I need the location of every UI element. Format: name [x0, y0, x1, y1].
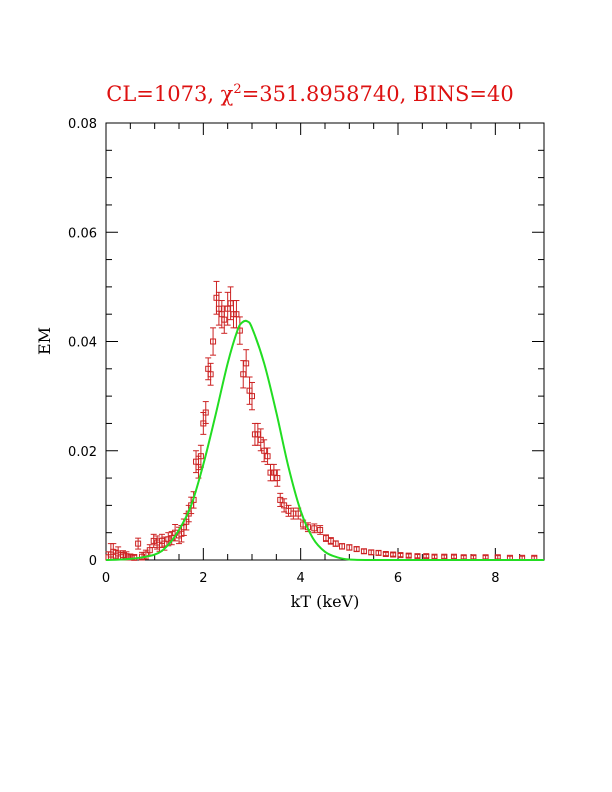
data-point [281, 502, 288, 509]
data-point [257, 436, 264, 443]
x-tick-label: 0 [102, 571, 110, 586]
data-point [120, 552, 127, 559]
data-point [213, 294, 220, 301]
error-bars [105, 280, 538, 561]
data-point [332, 540, 339, 547]
error-bar [277, 492, 284, 507]
data-point [221, 316, 228, 323]
chart-title: CL=1073, χ2=351.8958740, BINS=40 [106, 82, 513, 106]
data-point [249, 393, 255, 400]
data-point [270, 469, 277, 476]
data-point [368, 549, 375, 556]
data-point [375, 549, 382, 556]
data-point [165, 536, 172, 543]
axis-ticks [105, 122, 545, 561]
data-point [277, 496, 284, 503]
error-bar [249, 381, 255, 411]
data-point [202, 409, 209, 416]
data-point [274, 475, 281, 482]
data-point [240, 371, 247, 378]
title-suffix: =351.8958740, BINS=40 [242, 82, 514, 106]
data-points [105, 294, 538, 561]
data-point [311, 525, 318, 532]
x-tick-label: 6 [394, 571, 402, 586]
data-point [195, 464, 202, 471]
y-tick-label: 0.04 [68, 336, 97, 351]
data-point [423, 553, 430, 560]
data-point [382, 550, 389, 557]
x-axis-label: kT (keV) [291, 592, 360, 611]
data-point [397, 552, 404, 559]
data-point [146, 547, 153, 554]
data-point [197, 453, 204, 460]
data-point [414, 553, 421, 560]
data-point [161, 540, 168, 547]
y-tick-label: 0 [89, 554, 97, 569]
data-point [200, 420, 207, 427]
data-point [390, 551, 397, 558]
data-point [353, 546, 360, 553]
data-point [261, 447, 268, 454]
title-prefix: CL=1073, [106, 82, 220, 106]
x-tick-label: 4 [297, 571, 305, 586]
data-point [346, 544, 353, 551]
data-point [233, 311, 240, 318]
data-point [150, 537, 157, 544]
y-tick-label: 0.06 [68, 226, 97, 241]
data-point [317, 526, 324, 533]
title-chi: χ [221, 82, 234, 106]
data-point [267, 469, 274, 476]
data-point [339, 543, 346, 550]
error-bar [210, 327, 217, 356]
plot-frame [105, 122, 545, 561]
data-point [405, 552, 412, 559]
data-point [210, 338, 217, 345]
data-point [360, 548, 367, 555]
y-axis-label: EM [35, 327, 54, 355]
x-tick-label: 8 [491, 571, 499, 586]
data-point [243, 360, 250, 367]
x-tick-labels: 0 2 4 6 8 [102, 571, 500, 586]
y-tick-label: 0.02 [68, 445, 97, 460]
fit-curve [105, 319, 544, 561]
data-point [135, 540, 142, 547]
y-tick-label: 0.08 [68, 117, 97, 132]
data-point [227, 300, 234, 307]
y-tick-labels: 0 0.02 0.04 0.06 0.08 [68, 117, 97, 569]
data-point [264, 453, 271, 460]
data-point [207, 371, 214, 378]
error-bar [135, 537, 142, 550]
data-point [178, 530, 185, 537]
title-superscript: 2 [233, 82, 241, 97]
error-bar [261, 439, 268, 463]
x-tick-label: 2 [199, 571, 207, 586]
